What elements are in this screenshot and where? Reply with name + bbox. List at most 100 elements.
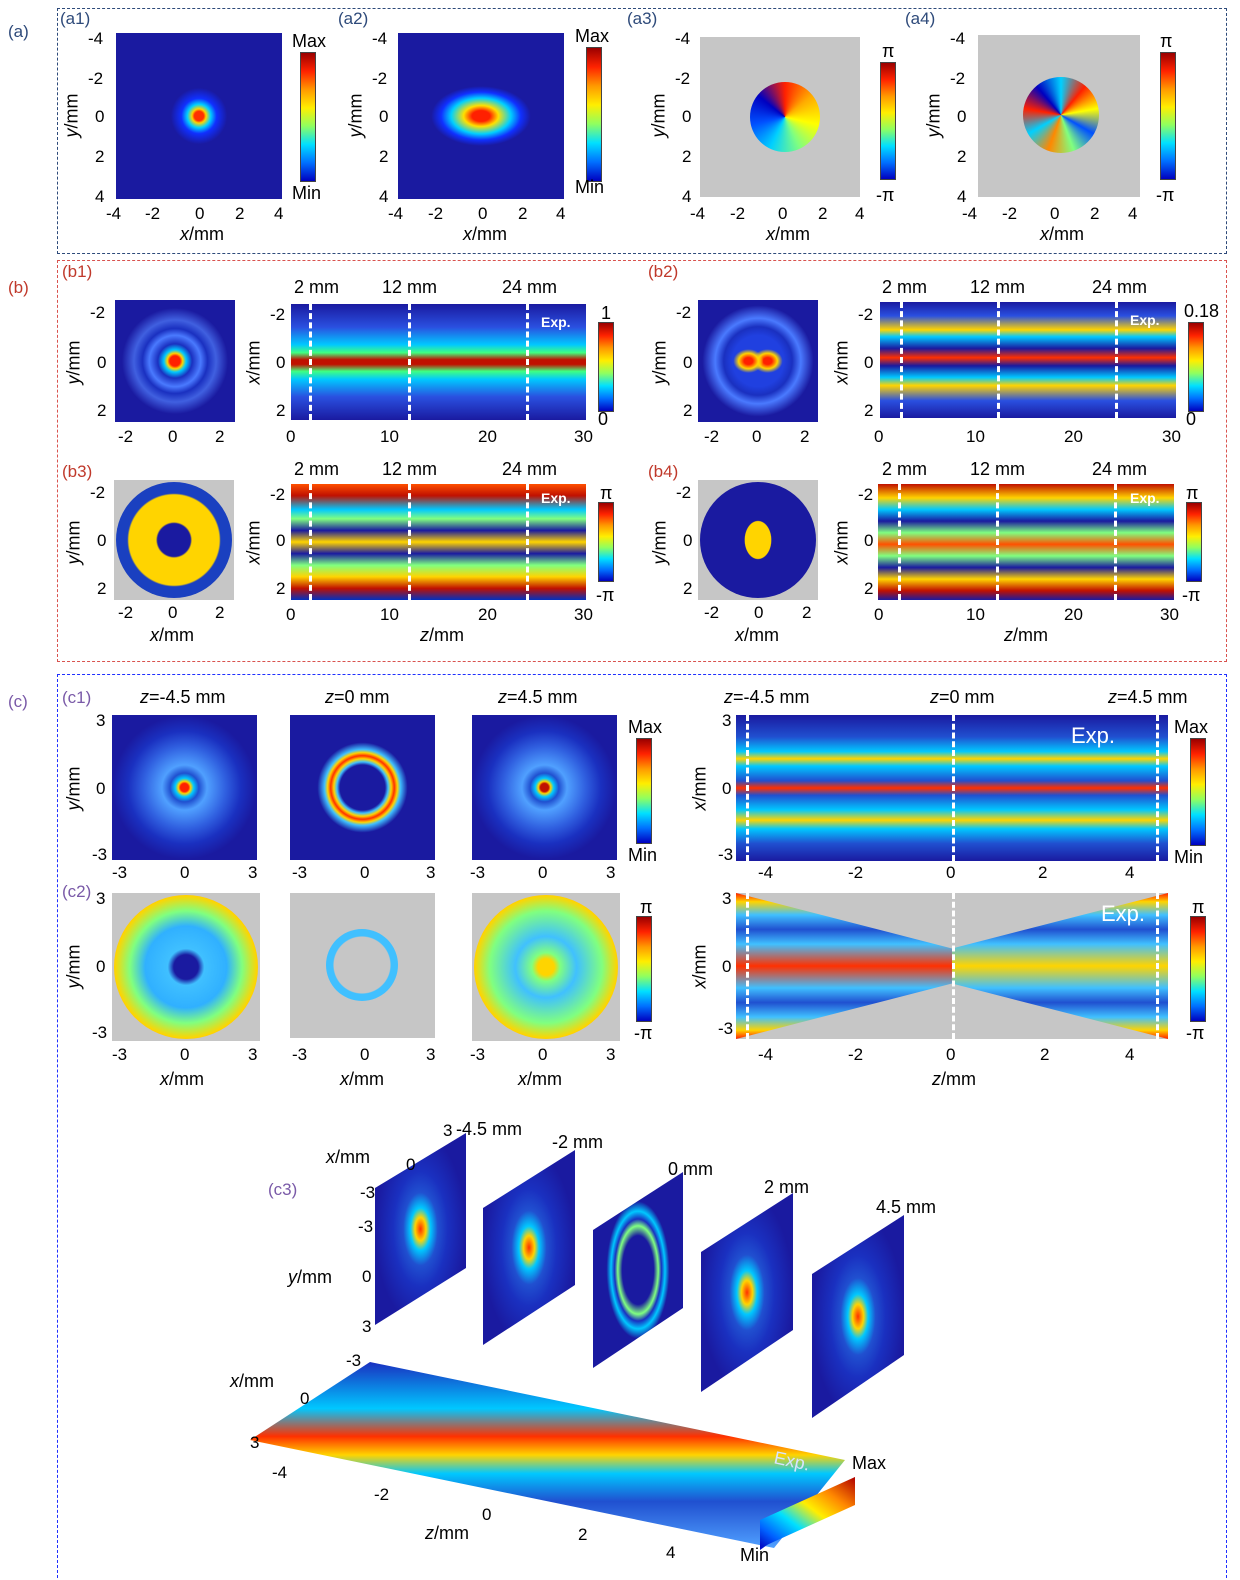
b2-xtick: 0 <box>752 427 762 446</box>
b1-ztick: 30 <box>574 427 593 446</box>
c1-big-cbar-min: Min <box>1174 847 1204 867</box>
b4-zlabel: z/mm <box>1004 625 1048 645</box>
b3-phase-propagation: Exp. <box>291 484 586 600</box>
c1-propagation-map: Exp. <box>736 715 1168 861</box>
b4-ytick: 2 <box>683 579 693 598</box>
a1-ytick: -4 <box>88 29 104 48</box>
b2-ytick: -2 <box>676 303 692 322</box>
a1-ytick: 4 <box>95 187 105 206</box>
a2-ytick: -2 <box>372 69 388 88</box>
a2-xtick: -2 <box>428 204 444 223</box>
c1-xtick: 0 <box>180 863 190 882</box>
b3-xtick: 2 <box>215 603 225 622</box>
c1-big-ytick: -3 <box>718 845 734 864</box>
c3-label-neg45: -4.5 mm <box>456 1119 523 1139</box>
b4-marker-label-2mm: 2 mm <box>882 459 927 479</box>
b1-propagation-map: Exp. <box>291 304 586 420</box>
c-big-title-0: z=0 mm <box>930 687 995 707</box>
c3-slice-neg45 <box>375 1133 466 1325</box>
a3-cbar-negpi: -π <box>876 185 895 205</box>
a2-xtick: 2 <box>518 204 528 223</box>
c1-big-colorbar <box>1190 738 1206 846</box>
a4-phase-disk <box>1023 77 1099 153</box>
b3-ztick: 20 <box>478 605 497 624</box>
b3-marker-label-24mm: 24 mm <box>502 459 558 479</box>
c3-slice-ytick: -3 <box>358 1217 374 1236</box>
b2-marker-12mm <box>997 302 1000 418</box>
c-big-title-45: z=4.5 mm <box>1108 687 1188 707</box>
b2-big-ytick: -2 <box>858 305 874 324</box>
b4-phase-propagation: Exp. <box>878 484 1174 600</box>
c1-xtick: -3 <box>292 863 308 882</box>
c1-intensity-45 <box>472 715 617 860</box>
c2-xtick: 0 <box>538 1045 548 1064</box>
c2-xtick: 3 <box>426 1045 436 1064</box>
c2-xtick: 0 <box>180 1045 190 1064</box>
b3-phase-disk <box>116 482 232 598</box>
b2-ztick: 30 <box>1162 427 1181 446</box>
panel-label-b: (b) <box>8 278 29 297</box>
a2-cbar-min: Min <box>575 177 605 197</box>
a2-ytick: 0 <box>379 107 389 126</box>
c1-ytick: 3 <box>96 711 106 730</box>
b1-marker-label-2mm: 2 mm <box>294 277 339 297</box>
a2-colorbar <box>586 47 602 182</box>
c1-xtick: -3 <box>470 863 486 882</box>
b1-marker-12mm <box>408 304 411 420</box>
a3-phase-plot <box>700 37 860 197</box>
c3-slice-xlabel: x/mm <box>326 1147 370 1167</box>
a3-xtick: -2 <box>730 204 746 223</box>
a4-xtick: -4 <box>962 204 978 223</box>
b4-big-ytick: -2 <box>858 485 874 504</box>
c1-title-neg45: z=-4.5 mm <box>140 687 226 707</box>
c2-xlabel-3: x/mm <box>518 1069 562 1089</box>
a2-ytick: -4 <box>372 29 388 48</box>
a3-xtick: 0 <box>778 204 788 223</box>
c1-big-ytick: 3 <box>722 711 732 730</box>
c1-xtick: 0 <box>360 863 370 882</box>
b1-marker-label-12mm: 12 mm <box>382 277 438 297</box>
panel-c-box <box>57 674 1227 1578</box>
c2-ytick: -3 <box>92 1023 108 1042</box>
c3-label-2: 2 mm <box>764 1177 809 1197</box>
b2-colorbar <box>1188 322 1204 412</box>
c1-ytick: 0 <box>96 779 106 798</box>
c2-xtick: 0 <box>360 1045 370 1064</box>
a3-xtick: 2 <box>818 204 828 223</box>
label-b4: (b4) <box>648 462 679 481</box>
a1-cbar-min: Min <box>292 183 322 203</box>
a2-ytick: 2 <box>379 147 389 166</box>
b1-xtick: 2 <box>215 427 225 446</box>
c1-xtick: 3 <box>248 863 258 882</box>
c3-base-ztick: 0 <box>482 1505 492 1524</box>
a4-ytick: 2 <box>957 147 967 166</box>
c2-phase-0 <box>290 893 435 1038</box>
b2-xtick: 2 <box>800 427 810 446</box>
b4-ztick: 20 <box>1064 605 1083 624</box>
c3-slice-ytick: 0 <box>362 1267 372 1286</box>
b2-big-ytick: 2 <box>864 401 874 420</box>
b4-big-ytick: 2 <box>864 579 874 598</box>
b3-cbar-pi: π <box>600 483 613 503</box>
c2-big-cbar-pi: π <box>1192 897 1205 917</box>
b3-marker-label-2mm: 2 mm <box>294 459 339 479</box>
b1-marker-label-24mm: 24 mm <box>502 277 558 297</box>
b4-marker-label-12mm: 12 mm <box>970 459 1026 479</box>
c3-cbar-min: Min <box>740 1545 770 1565</box>
b1-ytick: 2 <box>97 401 107 420</box>
c1-colorbar <box>636 738 652 844</box>
a3-ytick: 4 <box>682 187 692 206</box>
b1-cbar-max: 1 <box>601 303 612 323</box>
b4-ytick: -2 <box>676 483 692 502</box>
c2-big-cbar-negpi: -π <box>1186 1023 1205 1043</box>
b4-xlabel: x/mm <box>735 625 779 645</box>
c2-marker-neg45 <box>746 893 749 1039</box>
b2-ztick: 10 <box>966 427 985 446</box>
a4-colorbar <box>1160 52 1176 180</box>
c3-base-ztick: 4 <box>666 1543 676 1562</box>
label-c1: (c1) <box>62 688 92 707</box>
c1-title-45: z=4.5 mm <box>498 687 578 707</box>
b3-big-ytick: 0 <box>276 531 286 550</box>
a3-ytick: -2 <box>675 69 691 88</box>
b2-propagation-map: Exp. <box>880 302 1176 418</box>
